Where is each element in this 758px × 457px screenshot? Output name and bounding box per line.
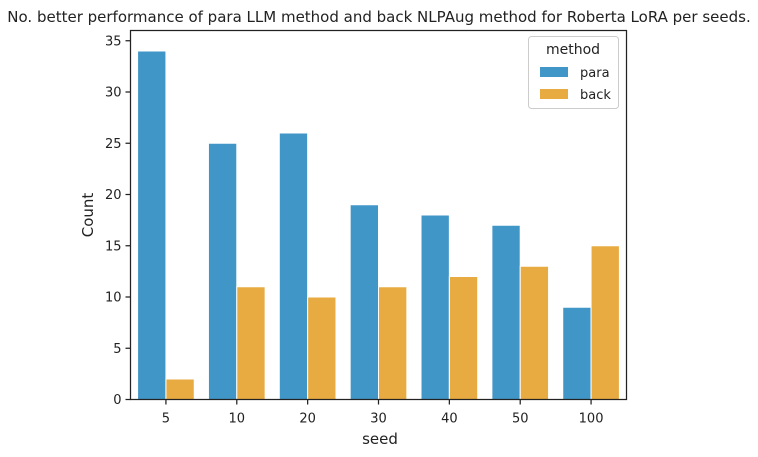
bar-back-seed-40 bbox=[448, 276, 479, 400]
y-tick-label: 5 bbox=[113, 342, 121, 357]
bar-back-seed-10 bbox=[236, 286, 266, 400]
x-tick-label: 30 bbox=[370, 412, 387, 427]
y-tick-label: 15 bbox=[105, 239, 122, 254]
x-axis: 5 10 20 30 40 50 100 bbox=[162, 399, 604, 427]
x-tick-label: 40 bbox=[441, 412, 458, 427]
bar-back-seed-100 bbox=[590, 245, 620, 400]
y-axis-label: Count bbox=[79, 193, 97, 238]
bars-group bbox=[137, 50, 620, 400]
y-tick-label: 25 bbox=[105, 137, 122, 152]
bar-back-seed-30 bbox=[378, 286, 408, 400]
bar-back-seed-20 bbox=[307, 296, 337, 400]
legend-label-para: para bbox=[580, 66, 610, 81]
x-tick-label: 50 bbox=[512, 412, 529, 427]
y-tick-label: 20 bbox=[105, 188, 122, 203]
y-axis: 0 5 10 15 20 25 30 35 bbox=[105, 34, 131, 408]
bar-para-seed-20 bbox=[278, 132, 309, 400]
y-tick-label: 0 bbox=[113, 393, 121, 408]
bar-back-seed-5 bbox=[165, 378, 195, 400]
legend-label-back: back bbox=[580, 88, 611, 103]
bar-para-seed-5 bbox=[137, 50, 167, 400]
bar-para-seed-50 bbox=[491, 224, 521, 400]
x-tick-label: 20 bbox=[299, 412, 316, 427]
chart-title: No. better performance of para LLM metho… bbox=[7, 8, 750, 26]
x-axis-label: seed bbox=[362, 430, 398, 448]
bar-para-seed-30 bbox=[349, 204, 379, 400]
legend-swatch-back bbox=[540, 89, 568, 99]
x-tick-label: 5 bbox=[162, 412, 170, 427]
y-tick-label: 35 bbox=[105, 34, 122, 49]
bar-para-seed-40 bbox=[420, 214, 450, 400]
y-tick-label: 30 bbox=[105, 86, 122, 101]
x-tick-label: 100 bbox=[579, 412, 604, 427]
legend-swatch-para bbox=[540, 67, 568, 77]
x-tick-label: 10 bbox=[229, 412, 246, 427]
legend-title: method bbox=[546, 42, 600, 58]
bar-para-seed-10 bbox=[207, 142, 238, 400]
y-tick-label: 10 bbox=[105, 291, 122, 306]
bar-para-seed-100 bbox=[562, 306, 592, 400]
bar-back-seed-50 bbox=[519, 265, 550, 400]
legend: method para back bbox=[528, 36, 619, 109]
